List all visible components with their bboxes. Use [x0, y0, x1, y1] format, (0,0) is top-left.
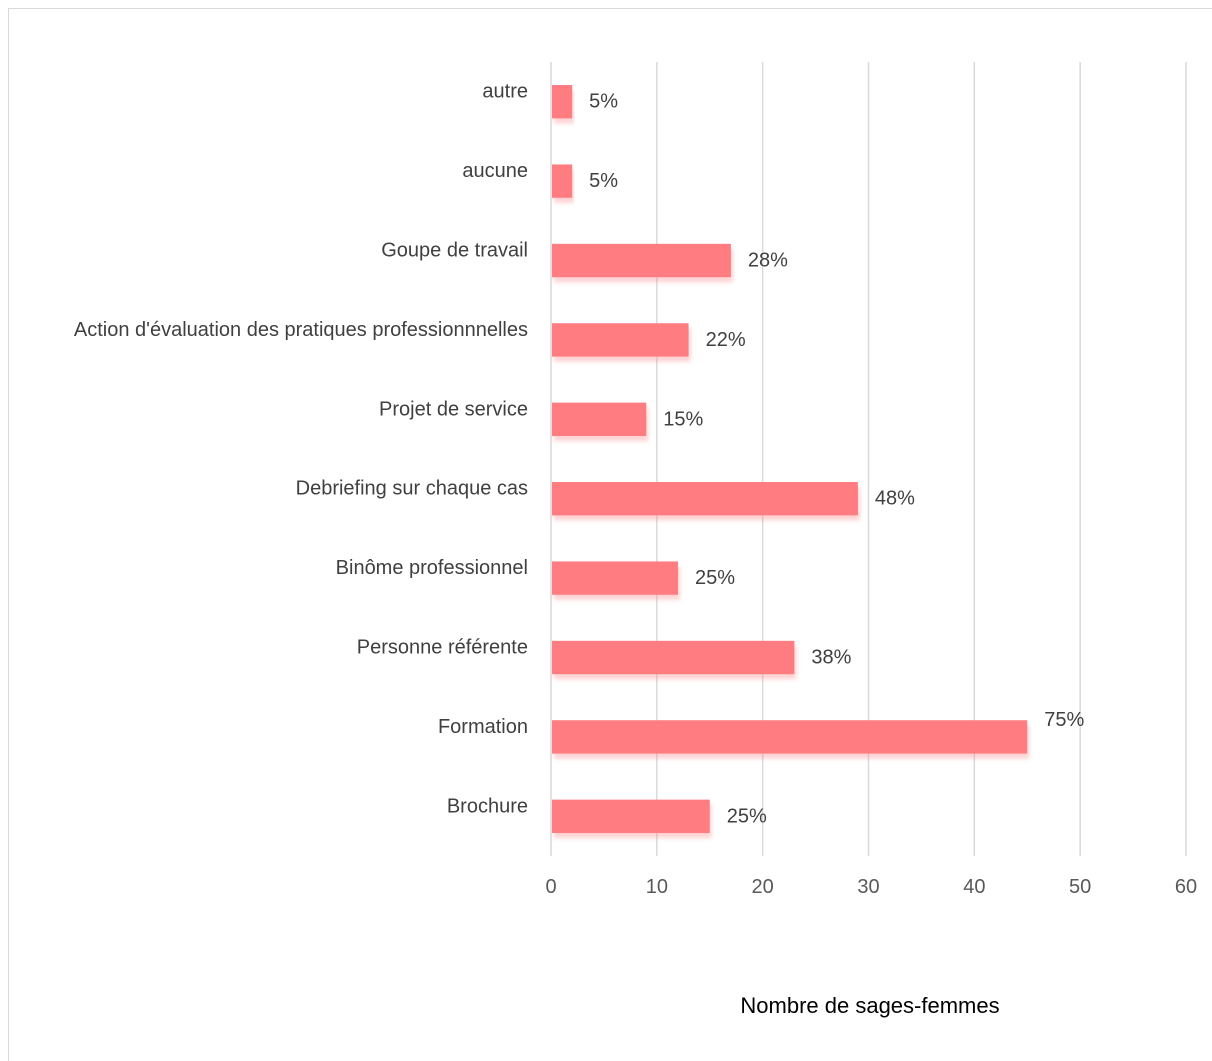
- data-label: 48%: [875, 488, 915, 510]
- category-label: Goupe de travail: [381, 240, 528, 262]
- bar: [552, 243, 731, 278]
- data-label: 25%: [695, 567, 735, 589]
- category-label: aucune: [462, 160, 528, 182]
- bar: [552, 640, 795, 675]
- category-label: Binôme professionnel: [336, 557, 528, 579]
- data-labels: 25% 75% 38% 25% 48% 15% 22% 28% 5% 5%: [589, 91, 1084, 828]
- x-tick-label: 50: [1069, 876, 1091, 898]
- data-label: 5%: [589, 170, 618, 192]
- data-label: 38%: [811, 647, 851, 669]
- category-labels: Brochure Formation Personne référente Binôm…: [74, 81, 528, 818]
- data-label: 5%: [589, 91, 618, 113]
- x-tick-label: 0: [545, 876, 556, 898]
- bar: [552, 799, 710, 833]
- x-tick-label: 40: [963, 876, 985, 898]
- x-tick-label: 20: [752, 876, 774, 898]
- x-axis-title: Nombre de sages-femmes: [740, 993, 999, 1018]
- data-label: 15%: [663, 408, 703, 430]
- category-label: Projet de service: [379, 398, 528, 420]
- category-label: Formation: [438, 716, 528, 738]
- data-label: 28%: [748, 250, 788, 272]
- category-label: Brochure: [447, 795, 528, 817]
- bar: [552, 323, 689, 357]
- x-tick-label: 60: [1175, 876, 1197, 898]
- bar: [552, 164, 573, 198]
- x-tick-labels: 0 10 20 30 40 50 60: [545, 876, 1197, 898]
- category-label: Personne référente: [357, 637, 528, 659]
- bar: [552, 402, 647, 436]
- bar: [552, 720, 1028, 754]
- data-label: 22%: [706, 329, 746, 351]
- bar: [552, 561, 678, 595]
- x-tick-label: 10: [646, 876, 668, 898]
- x-tick-label: 30: [857, 876, 879, 898]
- category-label: Debriefing sur chaque cas: [296, 478, 528, 500]
- bars: [552, 85, 1028, 833]
- chart-frame: [8, 8, 1212, 1061]
- data-label: 25%: [727, 805, 767, 827]
- bar: [552, 85, 573, 119]
- category-label: Action d'évaluation des pratiques profes…: [74, 319, 528, 341]
- data-label: 75%: [1044, 709, 1084, 731]
- bar: [552, 482, 858, 516]
- category-label: autre: [482, 81, 528, 103]
